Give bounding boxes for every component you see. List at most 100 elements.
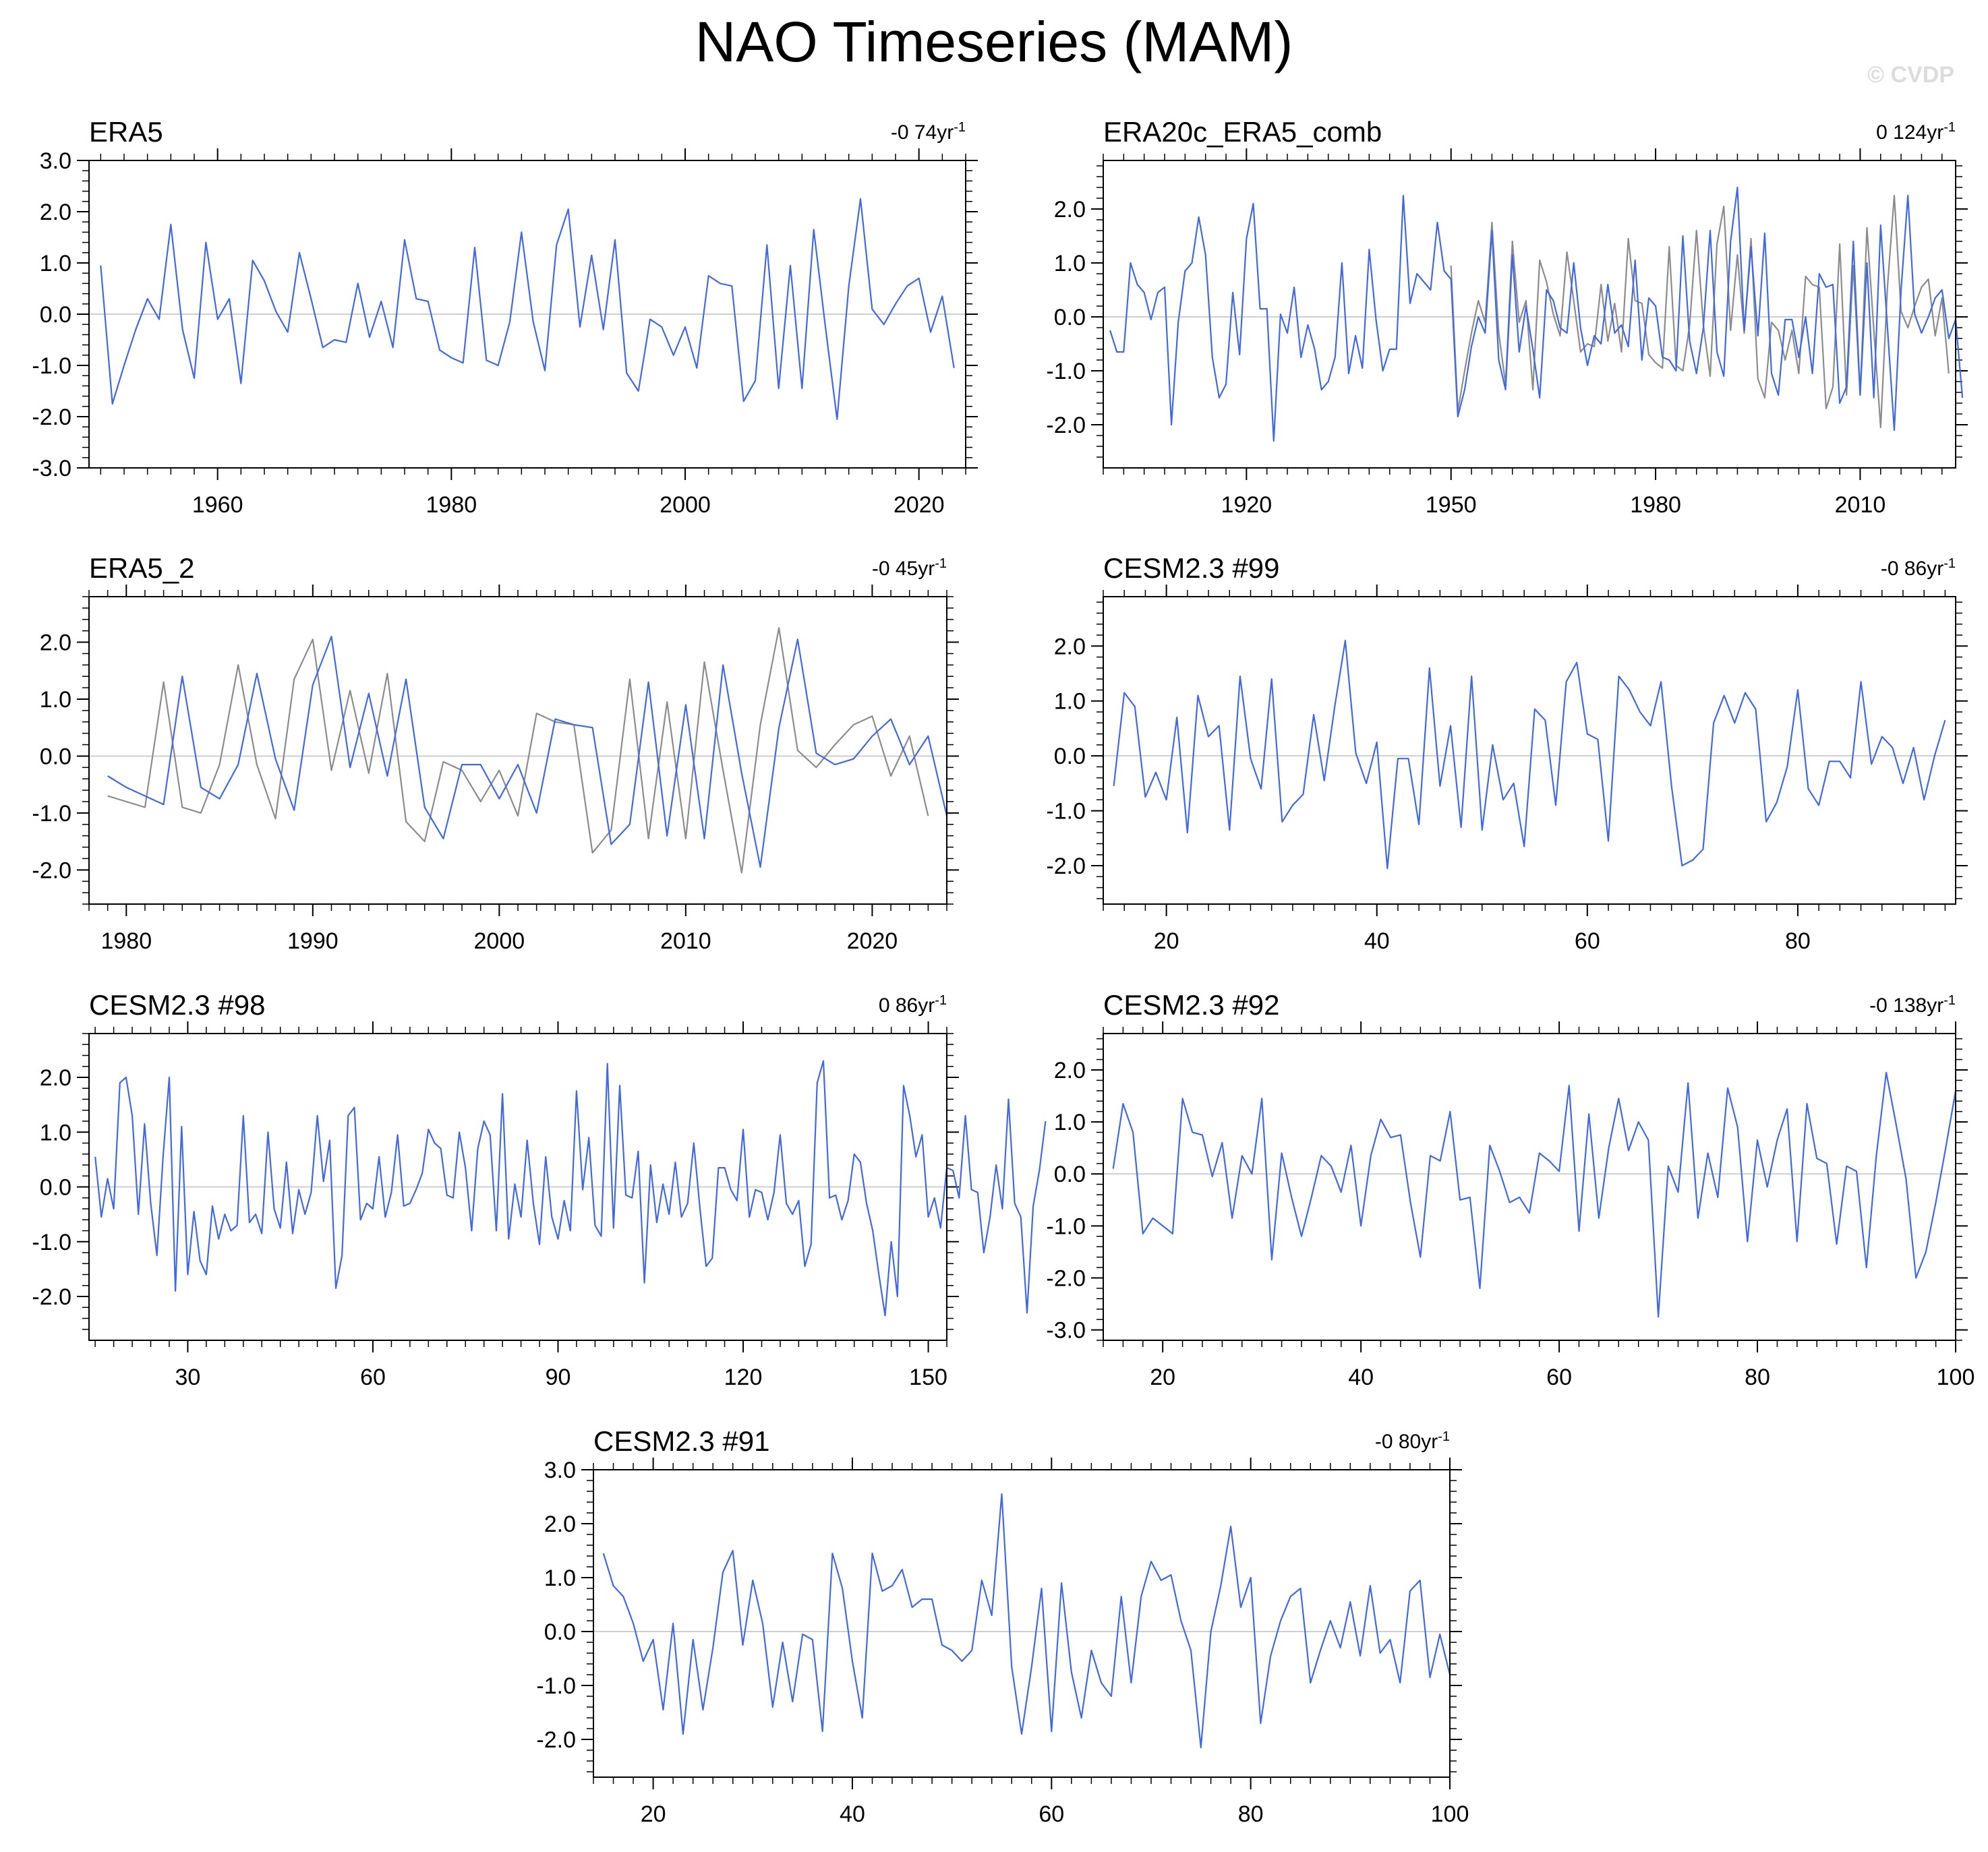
y-tick-label: 3.0: [40, 148, 71, 174]
series-line-cesm2-3-98: [94, 1060, 1047, 1317]
y-tick-label: 1.0: [1054, 251, 1086, 276]
panel-title: ERA5_2: [89, 552, 195, 584]
x-tick-label: 2000: [474, 928, 525, 954]
plot-frame: [1103, 160, 1956, 469]
x-tick-label: 40: [1348, 1365, 1374, 1390]
x-tick-label: 1920: [1221, 492, 1273, 518]
chart-panel-6: -3.0 -2.0 -1.0 0.0 1.0 2.0 20 40 60 80 100: [1046, 1021, 1975, 1390]
y-tick-label: -2.0: [32, 405, 71, 430]
plot-frame: [1103, 1033, 1956, 1341]
y-tick-label: 2.0: [40, 200, 71, 225]
x-tick-label: 2010: [660, 928, 711, 954]
x-tick-label: 2010: [1835, 492, 1886, 518]
trend-label: -0 74yr-1: [890, 120, 966, 144]
y-tick-label: 2.0: [544, 1512, 576, 1537]
y-tick-label: 0.0: [40, 302, 71, 328]
chart-panel-3: -2.0 -1.0 0.0 1.0 2.0 1980 1990 2000 2010 2020: [32, 585, 959, 954]
x-tick-label: 150: [909, 1365, 947, 1390]
y-tick-label: -1.0: [536, 1673, 576, 1699]
y-tick-label: 0.0: [1054, 305, 1086, 330]
y-tick-label: -3.0: [1046, 1318, 1086, 1344]
y-tick-label: -2.0: [32, 1284, 71, 1310]
x-tick-label: 20: [1150, 1365, 1175, 1390]
y-tick-label: 1.0: [40, 687, 71, 713]
x-tick-label: 80: [1238, 1801, 1264, 1827]
chart-panel-4: -2.0 -1.0 0.0 1.0 2.0 20 40 60 80: [1046, 585, 1968, 954]
y-tick-label: -1.0: [1046, 359, 1086, 384]
x-tick-label: 90: [546, 1365, 571, 1390]
x-tick-label: 1950: [1426, 492, 1477, 518]
y-tick-label: -1.0: [1046, 799, 1086, 825]
x-tick-label: 1980: [1630, 492, 1681, 518]
panel-title: CESM2.3 #92: [1103, 989, 1280, 1021]
y-tick-label: -1.0: [1046, 1214, 1086, 1239]
trend-label: -0 45yr-1: [871, 556, 947, 580]
x-tick-label: 1980: [426, 492, 477, 518]
y-tick-label: 3.0: [544, 1458, 576, 1483]
y-tick-label: -3.0: [32, 456, 71, 481]
y-tick-label: 2.0: [1054, 1058, 1086, 1083]
trend-label: -0 86yr-1: [1880, 556, 1956, 580]
panel-title: CESM2.3 #99: [1103, 552, 1280, 584]
y-tick-label: -2.0: [1046, 1265, 1086, 1291]
y-tick-label: 0.0: [1054, 1162, 1086, 1187]
y-tick-label: 2.0: [40, 630, 71, 656]
plot-frame: [593, 1469, 1451, 1778]
x-tick-label: 80: [1745, 1365, 1770, 1390]
plot-frame: [1103, 596, 1956, 905]
series-line-era5: [107, 627, 929, 874]
plot-frame: [88, 596, 947, 905]
x-tick-label: 60: [360, 1365, 386, 1390]
x-tick-label: 60: [1575, 928, 1600, 954]
y-tick-label: 0.0: [544, 1619, 576, 1645]
x-tick-label: 60: [1546, 1365, 1572, 1390]
x-tick-label: 80: [1785, 928, 1811, 954]
watermark: © CVDP: [1867, 62, 1954, 88]
series-line-era5: [1450, 194, 1950, 429]
x-tick-label: 100: [1937, 1365, 1975, 1390]
y-tick-label: 1.0: [1054, 1110, 1086, 1135]
chart-panel-1: -3.0 -2.0 -1.0 0.0 1.0 2.0 3.0 1960 1980 2000 2020: [32, 148, 978, 518]
trend-label: 0 86yr-1: [878, 993, 947, 1017]
series-line-cesm2-3-91: [602, 1493, 1451, 1749]
chart-panel-7: -2.0 -1.0 0.0 1.0 2.0 3.0 20 40 60 80 100: [536, 1458, 1469, 1827]
y-tick-label: 2.0: [1054, 197, 1086, 222]
y-tick-label: -1.0: [32, 353, 71, 379]
trend-label: -0 80yr-1: [1374, 1429, 1450, 1453]
y-tick-label: -1.0: [32, 801, 71, 827]
panel-title: CESM2.3 #91: [593, 1425, 770, 1457]
x-tick-label: 1990: [287, 928, 339, 954]
series-line-cesm2-3-92: [1112, 1071, 1957, 1318]
y-tick-label: 1.0: [40, 1120, 71, 1145]
x-tick-label: 60: [1039, 1801, 1064, 1827]
y-tick-label: 1.0: [40, 251, 71, 276]
y-tick-label: -1.0: [32, 1230, 71, 1255]
x-tick-label: 2020: [847, 928, 898, 954]
x-tick-label: 120: [724, 1365, 763, 1390]
y-tick-label: -2.0: [1046, 854, 1086, 879]
x-tick-label: 1980: [100, 928, 152, 954]
series-line-era5-2: [107, 635, 948, 868]
x-tick-label: 1960: [192, 492, 243, 518]
x-tick-label: 2020: [894, 492, 945, 518]
panel-title: ERA5: [89, 116, 163, 148]
x-tick-label: 40: [840, 1801, 865, 1827]
y-tick-label: 2.0: [40, 1065, 71, 1091]
x-tick-label: 20: [1154, 928, 1179, 954]
trend-label: -0 138yr-1: [1869, 993, 1956, 1017]
plot-frame: [88, 1033, 947, 1341]
x-tick-label: 20: [641, 1801, 666, 1827]
x-tick-label: 40: [1364, 928, 1390, 954]
figure-title: NAO Timeseries (MAM): [695, 10, 1293, 73]
series-line-cesm2-3-99: [1113, 639, 1946, 870]
y-tick-label: -2.0: [1046, 413, 1086, 438]
x-tick-label: 100: [1431, 1801, 1469, 1827]
x-tick-label: 2000: [660, 492, 711, 518]
series-line-era5: [100, 198, 955, 420]
y-tick-label: 1.0: [544, 1565, 576, 1591]
y-tick-label: 2.0: [1054, 634, 1086, 659]
y-tick-label: -2.0: [32, 858, 71, 883]
series-line-era20c-era5-comb: [1109, 186, 1964, 442]
y-tick-label: 0.0: [40, 744, 71, 769]
